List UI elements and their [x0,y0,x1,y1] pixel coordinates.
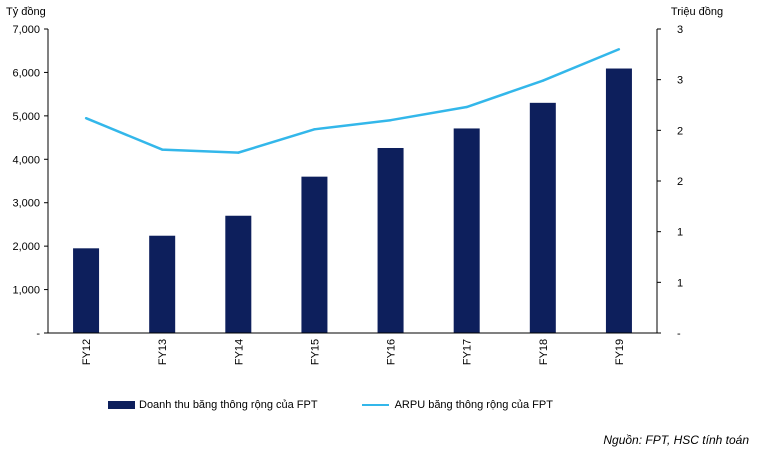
line-series [84,48,621,154]
bar-series [73,68,632,334]
right-axis-tick-label: 3 [677,75,683,87]
bar-fy16 [377,147,404,333]
arpu-point-fy13 [160,148,164,151]
x-axis-tick-label: FY13 [157,339,169,365]
right-axis-tick-label: 1 [677,277,683,289]
right-axis-tick-label: 2 [677,125,683,137]
right-axis: - 1 1 2 2 3 3 [656,24,683,340]
arpu-line [85,48,620,154]
bar-fy17 [453,128,480,333]
x-axis-tick-label: FY12 [81,339,93,365]
legend: Doanh thu băng thông rộng của FPT ARPU b… [108,399,597,411]
arpu-point-fy12 [84,116,88,120]
x-axis-tick-label: FY16 [386,339,398,365]
x-axis-tick-label: FY17 [462,339,474,365]
arpu-point-fy17 [465,105,468,109]
left-axis-tick-label: - [36,328,40,340]
x-axis-tick-label: FY19 [614,339,626,365]
x-axis-tick-label: FY18 [538,339,550,365]
left-axis-tick-label: 4,000 [12,154,40,166]
left-axis: - 1,000 2,000 3,000 4,000 5,000 6,000 7,000 [12,24,49,340]
left-axis-title: Tỷ đồng [6,6,46,18]
legend-item-revenue: Doanh thu băng thông rộng của FPT [108,399,318,411]
arpu-point-fy16 [389,119,392,122]
chart: Tỷ đồng Triệu đồng - 1,000 2,000 3,000 4,000… [6,6,723,365]
x-axis: FY12 FY13 FY14 FY15 FY16 FY17 FY18 FY19 [48,332,657,365]
left-axis-tick-label: 1,000 [12,285,40,297]
legend-label-arpu: ARPU băng thông rộng của FPT [394,399,553,411]
right-axis-tick-label: 2 [677,176,683,188]
arpu-point-fy14 [237,151,240,154]
legend-swatch-revenue [108,401,135,409]
arpu-point-fy18 [541,79,545,82]
right-axis-tick-label: 3 [677,24,683,36]
bar-fy19 [605,68,632,334]
left-axis-tick-label: 7,000 [12,24,40,36]
legend-item-arpu: ARPU băng thông rộng của FPT [361,399,553,411]
right-axis-tick-label: - [677,328,681,340]
left-axis-tick-label: 3,000 [12,198,40,210]
right-axis-title: Triệu đồng [671,6,723,18]
bar-fy18 [529,102,556,333]
bar-fy12 [73,248,100,333]
left-axis-tick-label: 2,000 [12,241,40,253]
arpu-point-fy15 [313,128,316,131]
left-axis-tick-label: 5,000 [12,111,40,123]
right-axis-tick-label: 1 [677,227,683,239]
legend-label-revenue: Doanh thu băng thông rộng của FPT [139,399,318,411]
legend-swatch-arpu [361,404,389,406]
left-axis-tick-label: 6,000 [12,67,40,79]
bar-fy13 [149,235,176,333]
x-axis-tick-label: FY15 [309,339,321,365]
bar-fy15 [301,176,328,333]
arpu-point-fy19 [617,48,621,51]
bar-fy14 [225,215,252,333]
source-note: Nguồn: FPT, HSC tính toán [603,433,749,447]
x-axis-tick-label: FY14 [233,339,245,365]
